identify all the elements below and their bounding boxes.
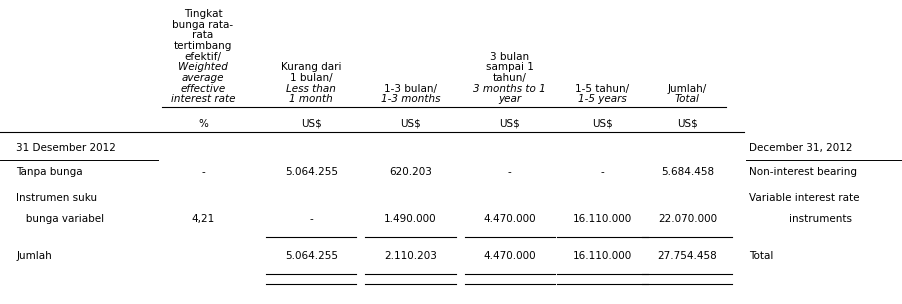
Text: instruments: instruments [789,214,852,224]
Text: -: - [508,167,511,177]
Text: 2.110.203: 2.110.203 [384,251,437,261]
Text: %: % [198,119,207,129]
Text: efektif/: efektif/ [184,52,222,62]
Text: 4.470.000: 4.470.000 [483,214,536,224]
Text: -: - [201,167,205,177]
Text: sampai 1: sampai 1 [485,62,534,72]
Text: 3 months to 1: 3 months to 1 [474,84,546,94]
Text: 5.064.255: 5.064.255 [285,251,337,261]
Text: Jumlah: Jumlah [16,251,52,261]
Text: 5.064.255: 5.064.255 [285,167,337,177]
Text: interest rate: interest rate [170,94,235,104]
Text: Kurang dari: Kurang dari [281,62,342,72]
Text: effective: effective [180,84,226,94]
Text: 1-3 months: 1-3 months [381,94,440,104]
Text: 4,21: 4,21 [191,214,215,224]
Text: 1-5 years: 1-5 years [578,94,627,104]
Text: 22.070.000: 22.070.000 [658,214,717,224]
Text: Total: Total [675,94,700,104]
Text: Less than: Less than [286,84,336,94]
Text: 1-3 bulan/: 1-3 bulan/ [384,84,437,94]
Text: bunga variabel: bunga variabel [16,214,105,224]
Text: 1 bulan/: 1 bulan/ [290,73,333,83]
Text: 620.203: 620.203 [389,167,432,177]
Text: US$: US$ [592,119,613,129]
Text: 3 bulan: 3 bulan [490,52,529,62]
Text: 27.754.458: 27.754.458 [658,251,717,261]
Text: Weighted: Weighted [178,62,228,72]
Text: Tanpa bunga: Tanpa bunga [16,167,83,177]
Text: US$: US$ [400,119,421,129]
Text: 1 month: 1 month [290,94,333,104]
Text: average: average [181,73,225,83]
Text: Jumlah/: Jumlah/ [667,84,707,94]
Text: December 31, 2012: December 31, 2012 [749,143,852,153]
Text: Tingkat: Tingkat [184,9,222,19]
Text: US$: US$ [300,119,322,129]
Text: bunga rata-: bunga rata- [172,20,234,30]
Text: Total: Total [749,251,773,261]
Text: 5.684.458: 5.684.458 [661,167,713,177]
Text: tertimbang: tertimbang [174,41,232,51]
Text: -: - [309,214,313,224]
Text: 31 Desember 2012: 31 Desember 2012 [16,143,116,153]
Text: US$: US$ [676,119,698,129]
Text: Instrumen suku: Instrumen suku [16,193,97,203]
Text: 1.490.000: 1.490.000 [384,214,437,224]
Text: rata: rata [192,30,214,40]
Text: year: year [498,94,521,104]
Text: -: - [601,167,604,177]
Text: tahun/: tahun/ [492,73,527,83]
Text: 16.110.000: 16.110.000 [573,251,632,261]
Text: Variable interest rate: Variable interest rate [749,193,860,203]
Text: 16.110.000: 16.110.000 [573,214,632,224]
Text: Non-interest bearing: Non-interest bearing [749,167,857,177]
Text: US$: US$ [499,119,520,129]
Text: 4.470.000: 4.470.000 [483,251,536,261]
Text: 1-5 tahun/: 1-5 tahun/ [575,84,630,94]
